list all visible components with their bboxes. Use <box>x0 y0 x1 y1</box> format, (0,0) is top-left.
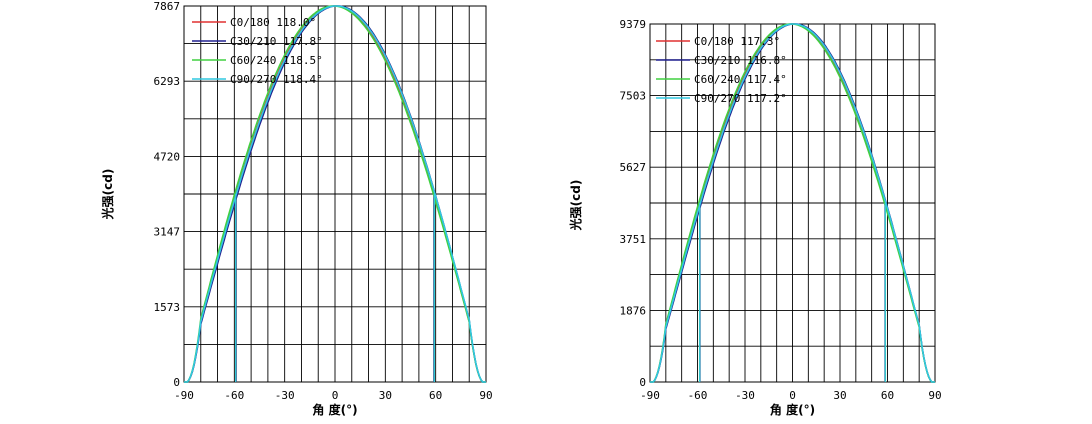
y-tick-label: 1573 <box>154 301 181 314</box>
x-tick-label: -90 <box>174 389 194 402</box>
y-tick-label: 0 <box>639 376 646 389</box>
x-tick-label: -30 <box>275 389 295 402</box>
x-axis-title: 角 度(°) <box>312 402 357 417</box>
legend-label: C90/270 117.2° <box>694 92 787 105</box>
chart-left: 0 1573 3147 4720 6293 7867 -90 -60 -30 0 30 60 90 角 度… <box>100 0 493 417</box>
legend-label: C60/240 117.4° <box>694 73 787 86</box>
y-tick-label: 3751 <box>620 233 647 246</box>
x-tick-label: 0 <box>332 389 339 402</box>
x-axis-title: 角 度(°) <box>770 402 815 417</box>
series-line <box>184 5 486 383</box>
series-line <box>650 23 935 383</box>
x-tick-label: 60 <box>429 389 442 402</box>
legend-label: C0/180 117.3° <box>694 35 780 48</box>
y-tick-label: 7503 <box>620 90 647 103</box>
legend-label: C30/210 117.8° <box>230 35 323 48</box>
y-tick-label: 5627 <box>620 161 647 174</box>
y-tick-label: 1876 <box>620 304 647 317</box>
legend-label: C90/270 118.4° <box>230 73 323 86</box>
x-tick-label: -60 <box>688 389 708 402</box>
x-tick-label: 30 <box>379 389 392 402</box>
y-axis-title: 光强(cd) <box>100 169 115 221</box>
chart-right: 0 1876 3751 5627 7503 9379 -90 -60 -30 0 30 60 90 角 度… <box>568 18 942 417</box>
x-tick-label: -30 <box>735 389 755 402</box>
x-tick-label: -90 <box>640 389 660 402</box>
y-axis-title: 光强(cd) <box>568 180 583 232</box>
y-tick-label: 3147 <box>154 226 181 239</box>
legend-label: C30/210 116.8° <box>694 54 787 67</box>
x-tick-label: 30 <box>833 389 846 402</box>
x-tick-label: 90 <box>928 389 941 402</box>
y-tick-label: 9379 <box>620 18 647 31</box>
x-tick-label: 90 <box>479 389 492 402</box>
y-tick-label: 6293 <box>154 75 181 88</box>
x-tick-label: 60 <box>881 389 894 402</box>
legend-label: C60/240 118.5° <box>230 54 323 67</box>
y-tick-label: 0 <box>173 376 180 389</box>
y-tick-label: 4720 <box>154 150 181 163</box>
legend-label: C0/180 118.0° <box>230 16 316 29</box>
y-tick-label: 7867 <box>154 0 181 13</box>
x-tick-label: 0 <box>789 389 796 402</box>
x-tick-label: -60 <box>224 389 244 402</box>
